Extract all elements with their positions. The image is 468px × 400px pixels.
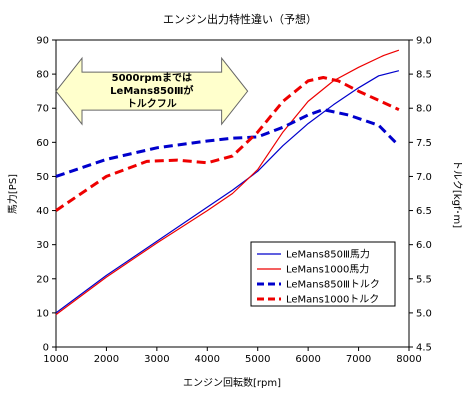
- y-right-tick-label: 5.5: [416, 274, 432, 285]
- y-left-tick-label: 90: [36, 36, 49, 47]
- legend-box: [250, 241, 396, 307]
- series-line-2: [55, 108, 400, 178]
- x-tick-label: 2000: [94, 354, 119, 365]
- x-tick-label: 6000: [295, 354, 320, 365]
- x-tick-label: 7000: [346, 354, 371, 365]
- annotation-text-line: トルクフル: [127, 98, 177, 110]
- ticks-layer: 1000 2000 3000 4000 5000 6000 7000 8000 0 10 20 30 4…: [36, 36, 432, 366]
- y-left-tick-label: 50: [36, 172, 49, 183]
- legend-label: LeMans1000トルク: [286, 294, 379, 306]
- series-line-3: [55, 76, 400, 212]
- y-left-tick-label: 80: [36, 70, 49, 81]
- y-right-tick-label: 6.5: [416, 206, 432, 217]
- chart-title: エンジン出力特性違い（予想）: [163, 12, 317, 26]
- x-tick-label: 4000: [195, 354, 220, 365]
- annotation-double-arrow-shape: [55, 56, 249, 126]
- y-left-tick-label: 40: [36, 206, 49, 217]
- x-tick-label: 8000: [396, 354, 421, 365]
- y-right-tick-label: 7.5: [416, 138, 432, 149]
- y-right-tick-label: 8.5: [416, 70, 432, 81]
- y-left-tick-label: 0: [43, 343, 49, 354]
- legend-label: LeMans850Ⅲトルク: [286, 279, 380, 291]
- annotation-text-line: 5000rpmまでは: [112, 72, 192, 84]
- series-line-1: [55, 49, 400, 316]
- y-right-tick-label: 4.5: [416, 343, 432, 354]
- y-left-tick-label: 30: [36, 240, 49, 251]
- legend-label: LeMans850Ⅲ馬力: [286, 248, 370, 261]
- series-layer: [55, 49, 400, 316]
- y-left-tick-label: 20: [36, 274, 49, 285]
- x-tick-label: 5000: [245, 354, 270, 365]
- y-right-tick-label: 9.0: [416, 36, 432, 47]
- y-right-tick-label: 8.0: [416, 104, 432, 115]
- y-right-tick-label: 7.0: [416, 172, 432, 183]
- y-right-axis-label: トルク[kgf･m]: [451, 160, 463, 228]
- legend-label: LeMans1000馬力: [286, 263, 369, 276]
- y-left-axis-label: 馬力[PS]: [6, 174, 19, 214]
- annotation-text-line: LeMans850Ⅲが: [110, 84, 194, 97]
- x-axis-label: エンジン回転数[rpm]: [183, 376, 281, 389]
- x-tick-label: 3000: [144, 354, 169, 365]
- y-right-tick-label: 6.0: [416, 240, 432, 251]
- series-line-0: [55, 70, 400, 314]
- y-right-tick-label: 5.0: [416, 308, 432, 319]
- y-left-tick-label: 10: [36, 308, 49, 319]
- x-tick-label: 1000: [43, 354, 68, 365]
- y-left-tick-label: 60: [36, 138, 49, 149]
- legend: LeMans850Ⅲ馬力 LeMans1000馬力 LeMans850Ⅲトルク LeM…: [250, 241, 396, 307]
- y-left-tick-label: 70: [36, 104, 49, 115]
